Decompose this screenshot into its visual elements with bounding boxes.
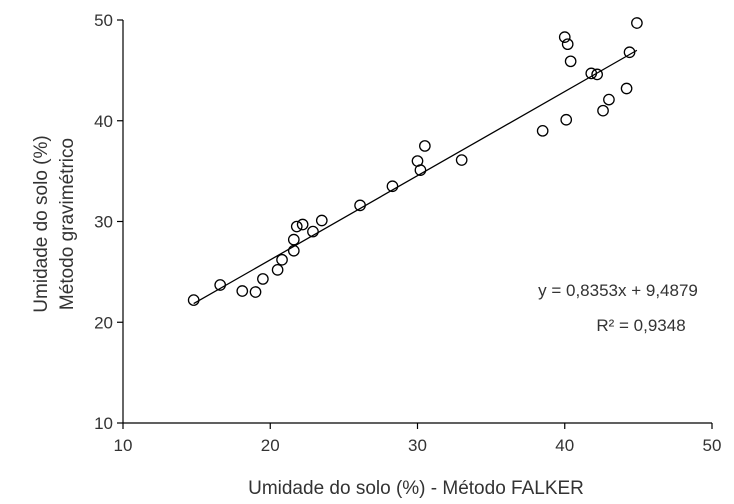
y-tick-label: 30: [94, 213, 113, 232]
data-point: [631, 17, 643, 29]
x-tick-label: 20: [261, 436, 280, 455]
data-point: [623, 46, 636, 59]
axes: [117, 19, 713, 429]
data-point: [560, 113, 573, 126]
data-point: [315, 214, 328, 227]
data-point: [307, 225, 319, 238]
y-tick-label: 20: [94, 313, 113, 332]
data-point: [558, 31, 571, 43]
data-point: [290, 220, 303, 233]
data-points: [187, 17, 643, 306]
data-point: [296, 218, 309, 231]
data-point: [187, 294, 200, 306]
x-tick-label: 30: [408, 436, 427, 455]
x-tick-label: 10: [114, 436, 133, 455]
equation-label: y = 0,8353x + 9,4879: [538, 281, 698, 300]
data-point: [287, 244, 300, 257]
data-point: [249, 286, 262, 298]
tick-labels: 10 20 30 40 50 10 20 30 40 50: [94, 11, 721, 455]
data-point: [597, 104, 609, 117]
data-point: [271, 264, 284, 276]
data-point: [354, 199, 366, 212]
trendline: [193, 49, 638, 305]
y-tick-label: 50: [94, 11, 113, 30]
data-point: [561, 38, 574, 51]
y-tick-label: 10: [94, 414, 113, 433]
data-point: [585, 67, 598, 80]
data-point: [591, 68, 603, 81]
data-point: [214, 279, 227, 291]
data-point: [276, 253, 288, 266]
data-point: [236, 285, 249, 297]
data-point: [287, 233, 300, 246]
data-point: [419, 140, 431, 152]
data-point: [620, 82, 633, 95]
r-squared-label: R² = 0,9348: [596, 316, 685, 335]
plot-area: [193, 49, 638, 305]
data-point: [455, 154, 468, 166]
data-point: [564, 55, 577, 68]
y-axis-title-line-2: Método gravimétrico: [57, 138, 78, 310]
data-point: [386, 180, 399, 193]
y-tick-label: 40: [94, 112, 113, 131]
x-tick-label: 40: [555, 436, 574, 455]
data-point: [257, 273, 269, 285]
data-point: [414, 164, 427, 176]
x-axis-title: Umidade do solo (%) - Método FALKER: [248, 478, 584, 499]
data-point: [603, 93, 615, 106]
x-tick-label: 50: [703, 436, 722, 455]
data-point: [536, 124, 549, 137]
y-axis-title-line-1: Umidade do solo (%): [31, 135, 52, 312]
